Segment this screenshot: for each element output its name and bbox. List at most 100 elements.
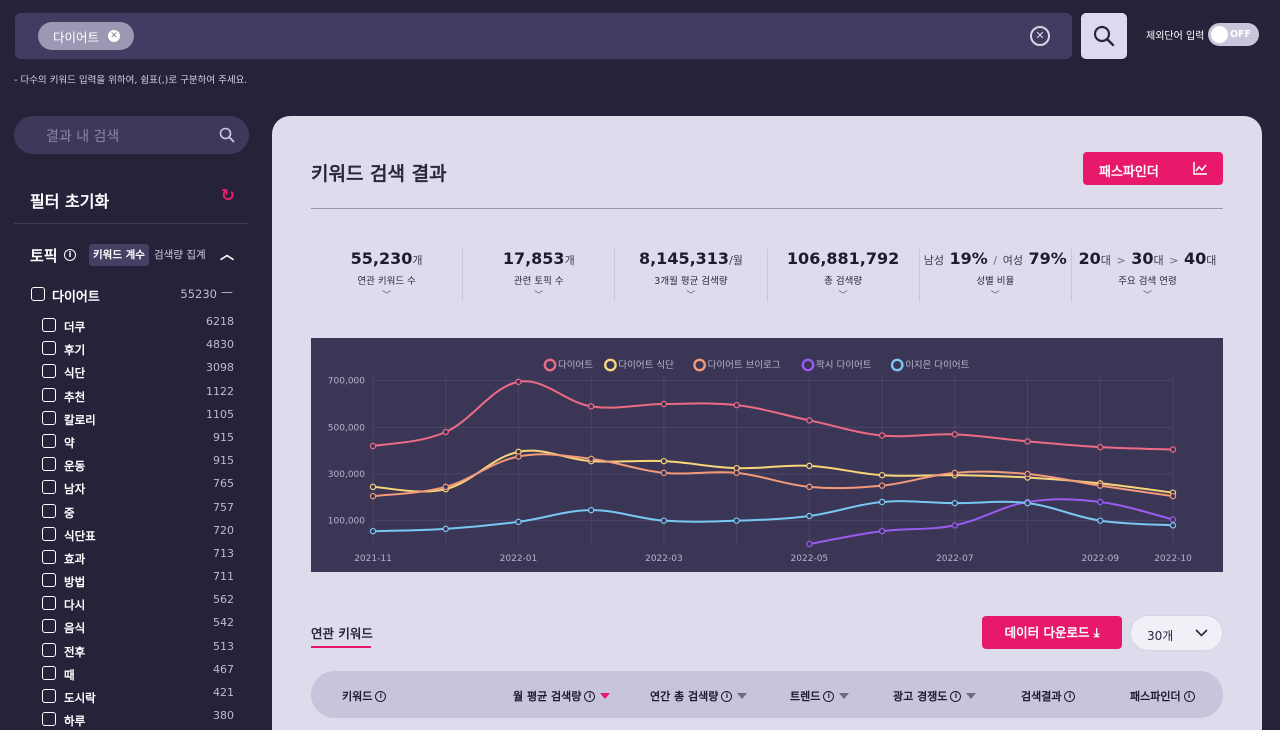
chevron-down-icon[interactable]: ﹀ bbox=[686, 291, 696, 301]
th-results[interactable]: 검색결과 i bbox=[1021, 688, 1076, 704]
th-pathfinder[interactable]: 패스파인더 i bbox=[1130, 688, 1195, 704]
chevron-down-icon[interactable]: ﹀ bbox=[1142, 291, 1152, 301]
keyword-checkbox[interactable] bbox=[42, 410, 56, 425]
info-icon[interactable]: i bbox=[950, 690, 962, 702]
keyword-checkbox[interactable] bbox=[42, 642, 56, 657]
keyword-checkbox[interactable] bbox=[42, 526, 56, 541]
topic-keyword-item[interactable]: 운동 915 bbox=[42, 453, 234, 476]
data-point bbox=[733, 517, 740, 524]
chevron-down-icon[interactable]: ﹀ bbox=[534, 291, 544, 301]
info-icon[interactable]: i bbox=[584, 690, 596, 702]
topic-keyword-item[interactable]: 추천 1122 bbox=[42, 384, 234, 407]
info-icon[interactable]: i bbox=[823, 690, 835, 702]
keyword-checkbox[interactable] bbox=[42, 503, 56, 518]
stat-topics[interactable]: 17,853개 관련 토픽 수 ﹀ bbox=[463, 249, 616, 301]
topic-keyword-item[interactable]: 하루 380 bbox=[42, 708, 234, 730]
stat-related-keywords[interactable]: 55,230개 연관 키워드 수 ﹀ bbox=[311, 249, 464, 301]
seg-search-total[interactable]: 검색량 집계 bbox=[154, 249, 206, 261]
search-button[interactable] bbox=[1081, 13, 1127, 59]
age-unit: 대 bbox=[1206, 254, 1217, 267]
keyword-checkbox[interactable] bbox=[42, 457, 56, 472]
info-icon[interactable]: i bbox=[1183, 690, 1195, 702]
topic-keyword-item[interactable]: 중 757 bbox=[42, 500, 234, 523]
keyword-checkbox[interactable] bbox=[42, 549, 56, 564]
x-tick-label: 2022-01 bbox=[500, 554, 538, 564]
sort-icon[interactable] bbox=[839, 693, 850, 699]
th-competition[interactable]: 광고 경쟁도 i bbox=[893, 688, 977, 704]
sort-icon[interactable] bbox=[966, 693, 977, 699]
keyword-checkbox[interactable] bbox=[42, 341, 56, 356]
topic-keyword-item[interactable]: 전후 513 bbox=[42, 639, 234, 662]
result-search-input[interactable]: 결과 내 검색 bbox=[14, 116, 249, 154]
stat-total-search[interactable]: 106,881,792 총 검색량 ﹀ bbox=[768, 249, 920, 301]
x-tick-label: 2022-10 bbox=[1154, 554, 1192, 564]
seg-keyword-count[interactable]: 키워드 계수 bbox=[89, 244, 149, 266]
topic-keyword-item[interactable]: 다시 562 bbox=[42, 592, 234, 615]
topic-keyword-item[interactable]: 방법 711 bbox=[42, 569, 234, 592]
chevron-up-icon[interactable]: ︿ bbox=[220, 247, 234, 263]
info-icon[interactable]: i bbox=[375, 690, 387, 702]
info-icon[interactable]: i bbox=[64, 249, 76, 261]
chevron-down-icon[interactable]: ﹀ bbox=[382, 291, 392, 301]
topic-keyword-item[interactable]: 더쿠 6218 bbox=[42, 314, 234, 337]
stat-avg-3month[interactable]: 8,145,313/월 3개월 평균 검색량 ﹀ bbox=[615, 249, 768, 301]
info-icon[interactable]: i bbox=[1064, 690, 1076, 702]
topic-keyword-item[interactable]: 효과 713 bbox=[42, 546, 234, 569]
x-tick-label: 2021-11 bbox=[354, 554, 392, 564]
keyword-checkbox[interactable] bbox=[42, 596, 56, 611]
topic-keyword-item[interactable]: 식단표 720 bbox=[42, 523, 234, 546]
keyword-checkbox[interactable] bbox=[42, 573, 56, 588]
sort-icon[interactable] bbox=[737, 693, 748, 699]
search-icon[interactable] bbox=[219, 127, 235, 143]
keyword-search-bar[interactable]: 다이어트 ✕ ✕ bbox=[15, 13, 1072, 59]
topic-parent-item[interactable]: 다이어트 55230 — bbox=[31, 285, 241, 305]
keyword-checkbox[interactable] bbox=[42, 387, 56, 402]
row-count-select[interactable]: 30개 bbox=[1130, 615, 1223, 651]
age-unit: 대 bbox=[1153, 254, 1164, 267]
info-icon[interactable]: i bbox=[721, 690, 733, 702]
chevron-down-icon[interactable]: ﹀ bbox=[838, 291, 848, 301]
stat-value: 55,230 bbox=[350, 249, 413, 268]
clear-search-icon[interactable]: ✕ bbox=[1030, 26, 1050, 46]
data-point bbox=[1097, 443, 1104, 451]
keyword-checkbox[interactable] bbox=[42, 318, 56, 332]
keyword-checkbox[interactable] bbox=[42, 689, 56, 703]
stat-label: 관련 토픽 수 bbox=[513, 276, 564, 287]
tab-related-keywords[interactable]: 연관 키워드 bbox=[311, 626, 373, 641]
data-download-button[interactable]: 데이터 다운로드 ⤓ bbox=[982, 616, 1122, 649]
stat-gender-ratio[interactable]: 남성 19% / 여성 79% 성별 비율 ﹀ bbox=[920, 249, 1072, 301]
topic-keyword-item[interactable]: 식단 3098 bbox=[42, 360, 234, 383]
pathfinder-button[interactable]: 패스파인더 bbox=[1083, 152, 1223, 185]
topic-keyword-item[interactable]: 칼로리 1105 bbox=[42, 407, 234, 430]
keyword-chip[interactable]: 다이어트 ✕ bbox=[38, 22, 135, 50]
parent-checkbox[interactable] bbox=[31, 287, 45, 301]
topic-keyword-item[interactable]: 남자 765 bbox=[42, 476, 234, 499]
keyword-checkbox[interactable] bbox=[42, 665, 56, 680]
refresh-icon[interactable]: ↻ bbox=[220, 186, 235, 206]
chip-remove-icon[interactable]: ✕ bbox=[108, 30, 121, 42]
exclude-words-toggle[interactable]: OFF bbox=[1208, 23, 1259, 46]
th-annual[interactable]: 연간 총 검색량 i bbox=[650, 688, 748, 704]
th-trend[interactable]: 트렌드 i bbox=[790, 688, 850, 704]
stat-unit: 개 bbox=[412, 254, 423, 267]
collapse-icon[interactable]: — bbox=[221, 285, 233, 299]
parent-label: 다이어트 bbox=[52, 290, 100, 305]
stat-age[interactable]: 20대 > 30대 > 40대 주요 검색 연령 ﹀ bbox=[1072, 249, 1223, 301]
topic-keyword-item[interactable]: 도시락 421 bbox=[42, 685, 234, 708]
topic-keyword-item[interactable]: 때 467 bbox=[42, 662, 234, 685]
keyword-checkbox[interactable] bbox=[42, 480, 56, 495]
chevron-down-icon[interactable]: ﹀ bbox=[990, 291, 1000, 301]
topic-keyword-item[interactable]: 약 915 bbox=[42, 430, 234, 453]
th-monthly[interactable]: 월 평균 검색량 i bbox=[513, 688, 611, 704]
topic-keyword-item[interactable]: 후기 4830 bbox=[42, 337, 234, 360]
keyword-label: 식단 bbox=[64, 366, 86, 381]
data-point bbox=[878, 432, 886, 439]
keyword-checkbox[interactable] bbox=[42, 712, 56, 727]
topic-keyword-item[interactable]: 음식 542 bbox=[42, 615, 234, 638]
keyword-checkbox[interactable] bbox=[42, 619, 56, 634]
keyword-checkbox[interactable] bbox=[42, 433, 56, 448]
toggle-knob bbox=[1211, 26, 1228, 43]
keyword-checkbox[interactable] bbox=[42, 364, 56, 379]
sort-desc-icon[interactable] bbox=[600, 693, 611, 699]
th-keyword[interactable]: 키워드 i bbox=[342, 688, 387, 704]
